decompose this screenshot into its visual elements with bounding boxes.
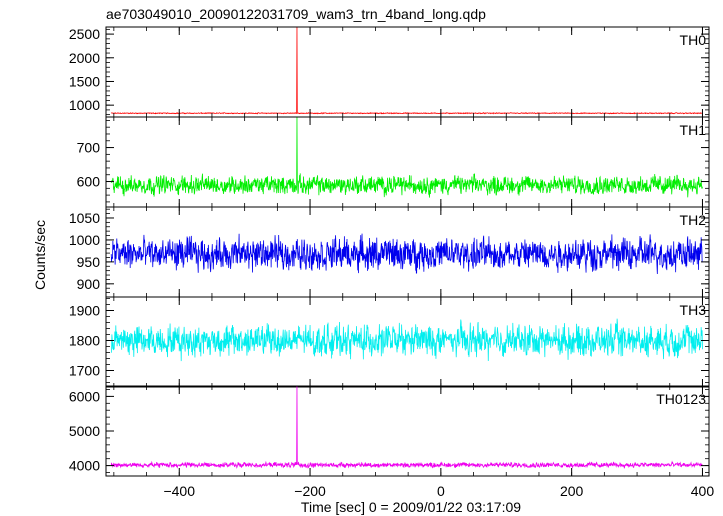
panel-frame [105,296,710,388]
x-tick-label: −200 [294,483,326,499]
x-tick-label: 0 [437,483,445,499]
y-tick-label: 1500 [69,73,100,89]
x-axis-label: Time [sec] 0 = 2009/01/22 03:17:09 [301,499,521,515]
y-tick-label: 1050 [69,210,100,226]
series-line-th2 [110,233,703,275]
panel-frame [105,385,710,477]
y-tick-label: 6000 [69,388,100,404]
x-tick-label: 200 [560,483,584,499]
series-label-th3: TH3 [680,302,707,318]
series-line-th3 [110,318,703,362]
x-tick-label: 400 [691,483,715,499]
series-label-th0123: TH0123 [656,391,706,407]
y-tick-label: 600 [77,174,101,190]
y-tick-label: 1800 [69,333,100,349]
y-tick-label: 1700 [69,363,100,379]
chart-title: ae703049010_20090122031709_wam3_trn_4ban… [106,6,486,22]
series-label-th0: TH0 [680,32,707,48]
x-axis-ticks: −400 −200 0 200 400 [163,483,714,499]
y-tick-label: 2500 [69,26,100,42]
y-tick-label: 950 [77,254,101,270]
panel-th0: 1000 1500 2000 2500 TH0 [69,26,710,118]
y-tick-label: 4000 [69,458,100,474]
y-tick-label: 1900 [69,303,100,319]
series-label-th2: TH2 [680,212,707,228]
y-tick-label: 1000 [69,97,100,113]
panel-th0123: 4000 5000 6000 TH0123 [69,385,710,477]
panel-th1: 600 700 TH1 [77,116,710,208]
series-line-th1 [110,117,703,198]
y-tick-label: 900 [77,276,101,292]
series-label-th1: TH1 [680,122,707,138]
series-line-th0123 [110,386,703,469]
panel-frame [105,116,710,208]
y-tick-label: 1000 [69,232,100,248]
panel-th2: 900 950 1000 1050 TH2 [69,206,710,298]
y-tick-label: 5000 [69,423,100,439]
series-line-th0 [110,27,703,115]
y-axis-label: Counts/sec [32,220,48,290]
y-tick-label: 700 [77,140,101,156]
panel-frame [105,26,710,118]
y-tick-label: 2000 [69,50,100,66]
x-tick-label: −400 [163,483,195,499]
panel-th3: 1700 1800 1900 TH3 [69,296,710,388]
